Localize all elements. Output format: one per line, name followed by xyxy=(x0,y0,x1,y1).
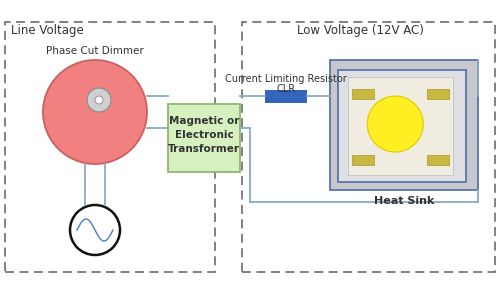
Text: Phase Cut Dimmer: Phase Cut Dimmer xyxy=(46,46,144,56)
Circle shape xyxy=(367,96,423,152)
Circle shape xyxy=(95,96,103,104)
Text: Magnetic or
Electronic
Transformer: Magnetic or Electronic Transformer xyxy=(168,116,240,154)
FancyBboxPatch shape xyxy=(330,60,478,190)
Circle shape xyxy=(87,88,111,112)
Text: CLR: CLR xyxy=(276,84,295,94)
Text: Heat Sink: Heat Sink xyxy=(374,196,434,206)
Circle shape xyxy=(43,60,147,164)
FancyBboxPatch shape xyxy=(265,90,307,103)
FancyBboxPatch shape xyxy=(427,89,449,99)
FancyBboxPatch shape xyxy=(338,70,466,182)
Circle shape xyxy=(70,205,120,255)
Text: Low Voltage (12V AC): Low Voltage (12V AC) xyxy=(297,24,424,37)
FancyBboxPatch shape xyxy=(427,155,449,165)
Text: Current Limiting Resistor: Current Limiting Resistor xyxy=(225,74,347,84)
FancyBboxPatch shape xyxy=(352,89,374,99)
FancyBboxPatch shape xyxy=(352,155,374,165)
FancyBboxPatch shape xyxy=(348,77,453,175)
FancyBboxPatch shape xyxy=(168,104,240,172)
Text: Line Voltage: Line Voltage xyxy=(11,24,84,37)
